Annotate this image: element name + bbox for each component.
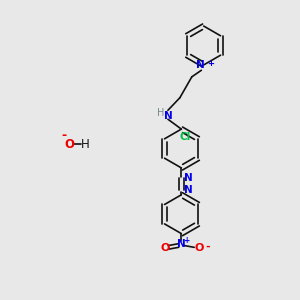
Text: -: - xyxy=(205,242,210,251)
Text: H: H xyxy=(80,137,89,151)
Text: N: N xyxy=(184,185,192,195)
Text: +: + xyxy=(183,236,189,245)
Text: -: - xyxy=(61,129,67,142)
Text: O: O xyxy=(195,243,204,253)
Text: Cl: Cl xyxy=(180,132,191,142)
Text: O: O xyxy=(160,243,170,253)
Text: O: O xyxy=(64,137,74,151)
Text: N: N xyxy=(177,239,186,249)
Text: N: N xyxy=(184,173,192,183)
Text: H: H xyxy=(157,108,164,118)
Text: +: + xyxy=(207,59,214,68)
Text: N: N xyxy=(196,60,205,70)
Text: N: N xyxy=(164,111,172,121)
